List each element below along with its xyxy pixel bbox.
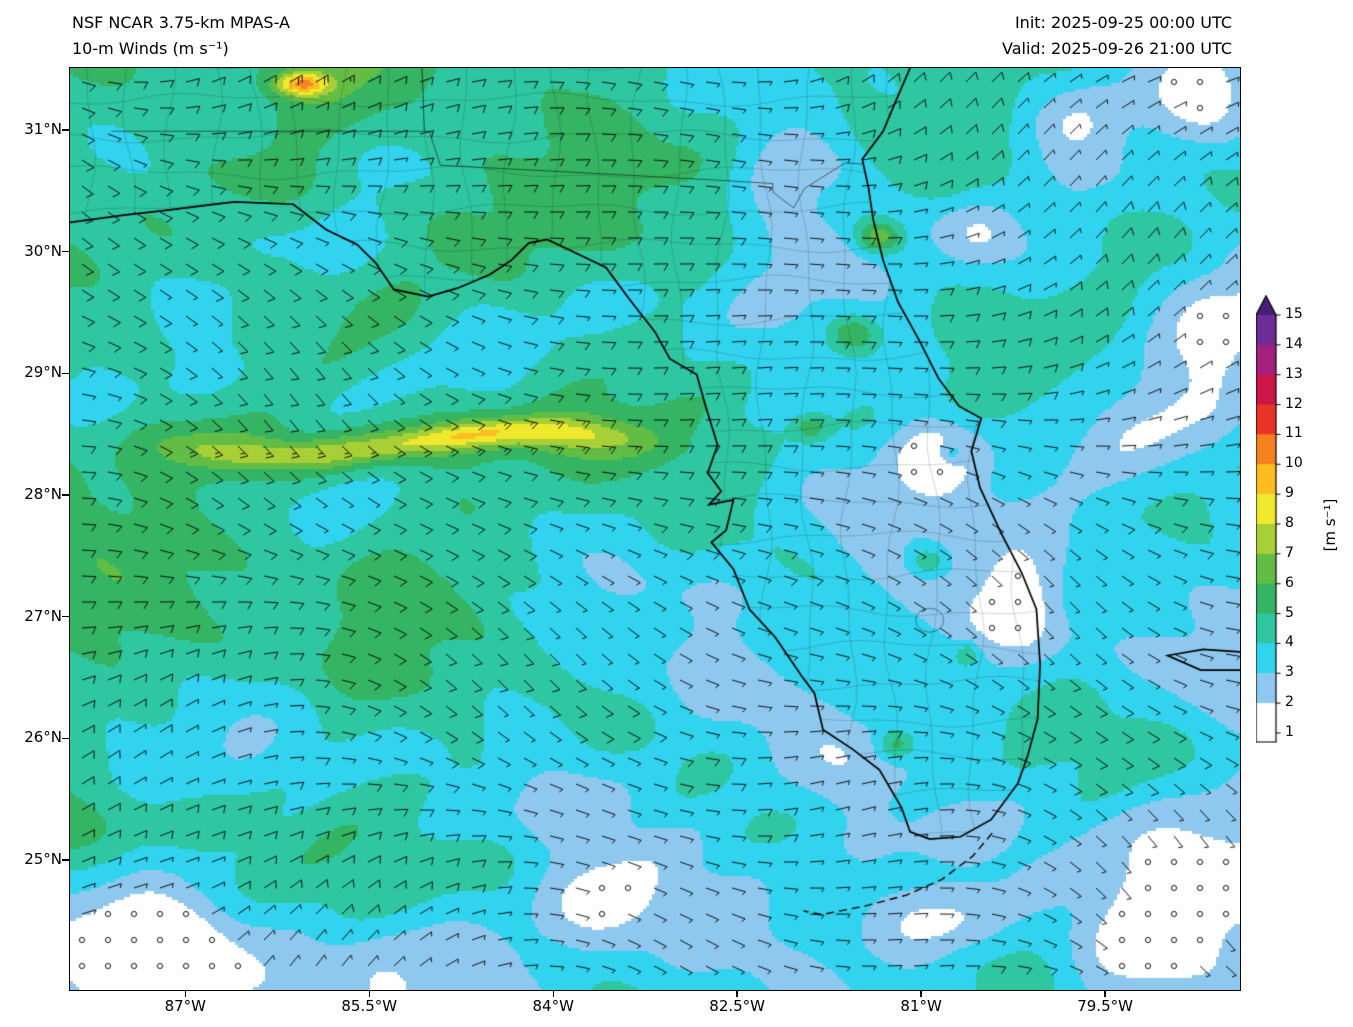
colorbar-tick-label: 9 bbox=[1285, 485, 1294, 502]
lon-tick-label: 84°W bbox=[532, 997, 574, 1015]
lon-tick-mark bbox=[184, 990, 186, 997]
colorbar-tick-label: 3 bbox=[1285, 664, 1294, 681]
plot-time-block: Init: 2025-09-25 00:00 UTC Valid: 2025-0… bbox=[1002, 10, 1232, 62]
lon-tick-label: 85.5°W bbox=[341, 997, 398, 1015]
model-name: NSF NCAR 3.75-km MPAS-A bbox=[72, 13, 290, 32]
lat-tick-mark bbox=[62, 250, 69, 253]
wind-speed-map-canvas bbox=[70, 68, 1240, 990]
colorbar-tick-label: 7 bbox=[1285, 544, 1294, 561]
colorbar-tick-label: 4 bbox=[1285, 634, 1294, 651]
lon-tick-mark bbox=[736, 990, 738, 997]
lon-tick-mark bbox=[920, 990, 922, 997]
colorbar-tick-label: 15 bbox=[1285, 306, 1303, 322]
lat-tick-mark bbox=[62, 859, 69, 861]
lat-tick-label: 28°N bbox=[24, 484, 62, 503]
colorbar-tick-label: 6 bbox=[1285, 574, 1294, 591]
colorbar-tick-label: 11 bbox=[1285, 425, 1303, 442]
colorbar-tick-label: 2 bbox=[1285, 694, 1294, 711]
lat-tick-mark bbox=[62, 494, 69, 496]
colorbar-tick-label: 8 bbox=[1285, 514, 1294, 531]
lat-tick-label: 30°N bbox=[24, 241, 62, 260]
colorbar-tick-label: 5 bbox=[1285, 604, 1294, 621]
lat-tick-label: 26°N bbox=[24, 728, 62, 747]
colorbar-tick-label: 1 bbox=[1285, 723, 1294, 740]
lat-tick-mark bbox=[62, 615, 69, 618]
product-name: 10-m Winds (m s⁻¹) bbox=[72, 39, 229, 58]
colorbar-tick-label: 14 bbox=[1285, 335, 1303, 352]
lon-tick-label: 87°W bbox=[164, 997, 206, 1015]
lon-tick-mark bbox=[1104, 990, 1106, 997]
lat-tick-label: 27°N bbox=[24, 606, 62, 625]
init-time: Init: 2025-09-25 00:00 UTC bbox=[1014, 13, 1232, 32]
plot-title-block: NSF NCAR 3.75-km MPAS-A 10-m Winds (m s⁻… bbox=[72, 10, 290, 62]
colorbar-tick-label: 12 bbox=[1285, 395, 1303, 412]
lon-tick-mark bbox=[368, 990, 370, 997]
lat-tick-label: 29°N bbox=[24, 363, 62, 382]
lat-tick-label: 31°N bbox=[24, 120, 62, 139]
lat-tick-mark bbox=[62, 737, 69, 739]
colorbar-tick-label: 10 bbox=[1285, 455, 1303, 472]
lon-tick-label: 82.5°W bbox=[709, 997, 766, 1015]
lon-tick-label: 79.5°W bbox=[1077, 997, 1133, 1015]
colorbar bbox=[1256, 295, 1286, 743]
lon-tick-label: 81°W bbox=[900, 997, 942, 1015]
lat-tick-label: 25°N bbox=[24, 849, 62, 868]
colorbar-tick-label: 13 bbox=[1285, 365, 1303, 382]
lat-tick-mark bbox=[62, 372, 69, 374]
lon-tick-mark bbox=[552, 990, 554, 997]
lat-tick-mark bbox=[62, 129, 69, 131]
valid-time: Valid: 2025-09-26 21:00 UTC bbox=[1001, 39, 1232, 58]
